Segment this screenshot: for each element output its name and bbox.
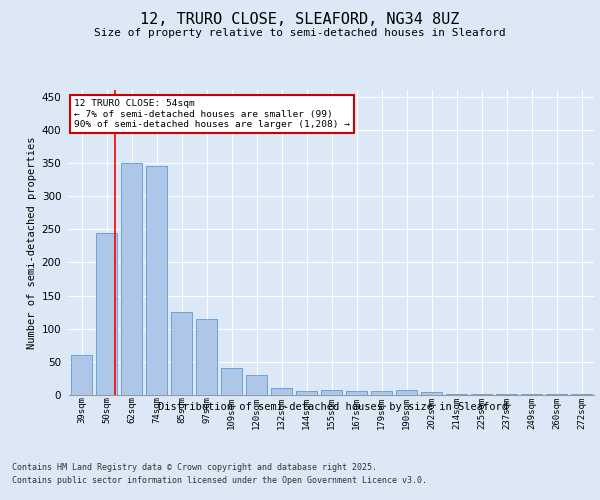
- Bar: [321, 390, 342, 395]
- Text: Contains HM Land Registry data © Crown copyright and database right 2025.: Contains HM Land Registry data © Crown c…: [12, 462, 377, 471]
- Bar: [171, 312, 192, 395]
- Bar: [146, 166, 167, 395]
- Bar: [571, 394, 592, 395]
- Text: Distribution of semi-detached houses by size in Sleaford: Distribution of semi-detached houses by …: [158, 402, 508, 412]
- Text: 12 TRURO CLOSE: 54sqm
← 7% of semi-detached houses are smaller (99)
90% of semi-: 12 TRURO CLOSE: 54sqm ← 7% of semi-detac…: [74, 99, 350, 129]
- Bar: [346, 391, 367, 395]
- Bar: [496, 394, 517, 395]
- Bar: [546, 394, 567, 395]
- Y-axis label: Number of semi-detached properties: Number of semi-detached properties: [28, 136, 37, 349]
- Bar: [471, 394, 492, 395]
- Bar: [96, 232, 117, 395]
- Text: 12, TRURO CLOSE, SLEAFORD, NG34 8UZ: 12, TRURO CLOSE, SLEAFORD, NG34 8UZ: [140, 12, 460, 28]
- Bar: [371, 391, 392, 395]
- Bar: [196, 319, 217, 395]
- Bar: [246, 375, 267, 395]
- Bar: [521, 394, 542, 395]
- Bar: [396, 390, 417, 395]
- Text: Size of property relative to semi-detached houses in Sleaford: Size of property relative to semi-detach…: [94, 28, 506, 38]
- Bar: [121, 163, 142, 395]
- Bar: [71, 355, 92, 395]
- Bar: [446, 394, 467, 395]
- Bar: [296, 391, 317, 395]
- Text: Contains public sector information licensed under the Open Government Licence v3: Contains public sector information licen…: [12, 476, 427, 485]
- Bar: [221, 368, 242, 395]
- Bar: [421, 392, 442, 395]
- Bar: [271, 388, 292, 395]
